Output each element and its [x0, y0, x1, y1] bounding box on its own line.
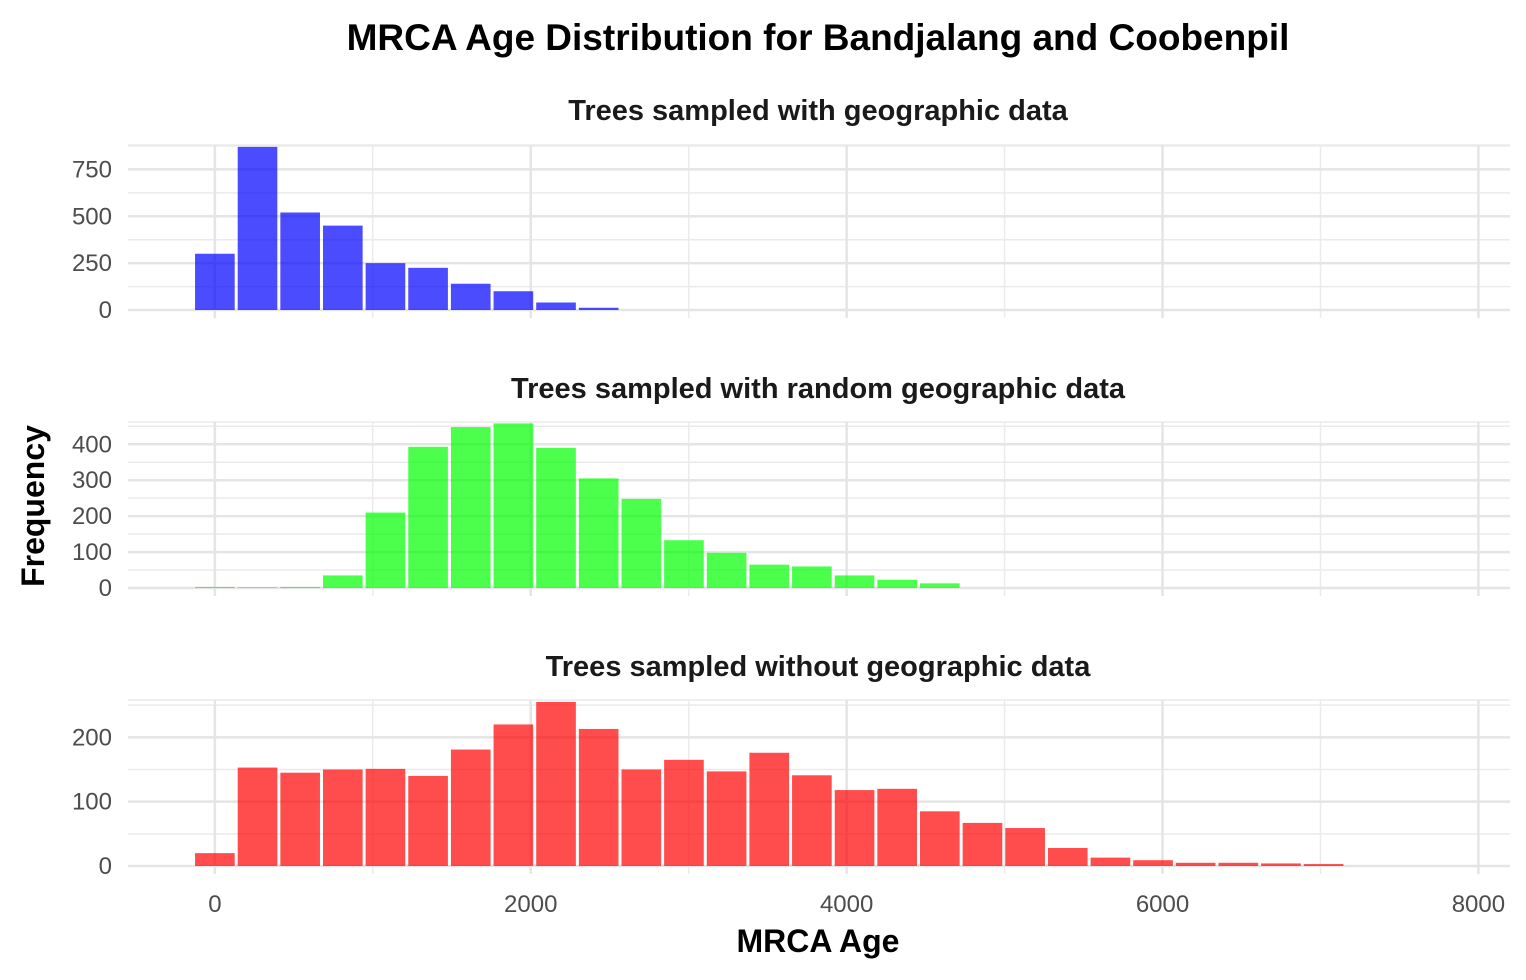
histogram-bar — [664, 540, 704, 588]
histogram-bar — [237, 146, 278, 310]
histogram-bar — [792, 775, 832, 866]
histogram-bar — [237, 767, 278, 866]
panel-3: Trees sampled without geographic data 0 10… — [72, 651, 1510, 880]
histogram-bar — [962, 822, 1003, 866]
histogram-bar — [408, 446, 448, 588]
y-tick-label: 100 — [72, 789, 112, 816]
panel-1: Trees sampled with geographic data 0 250 50… — [72, 95, 1510, 324]
histogram-bar — [578, 728, 619, 866]
histogram-bar — [1090, 857, 1131, 866]
y-axis-label: Frequency — [15, 425, 51, 587]
histogram-bar — [834, 575, 875, 588]
histogram-bar — [920, 583, 960, 588]
y-tick-label: 200 — [72, 503, 112, 530]
histogram-bar — [1133, 860, 1173, 866]
y-tick-label: 100 — [72, 539, 112, 566]
histogram-bar — [322, 225, 363, 310]
histogram-bar — [1047, 847, 1088, 866]
y-tick-label: 250 — [72, 250, 112, 277]
histogram-bar — [237, 587, 278, 588]
histogram-bar — [280, 212, 320, 310]
x-axis-label: MRCA Age — [737, 923, 900, 959]
histogram-bar — [1005, 828, 1045, 866]
histogram-bar — [493, 724, 534, 866]
histogram-bar — [578, 307, 619, 310]
x-axis-ticks: 0 2000 4000 6000 8000 — [208, 891, 1505, 918]
x-tick-label: 2000 — [504, 891, 557, 918]
histogram-bar — [536, 302, 576, 310]
histogram-bar — [749, 752, 790, 866]
histogram-bar — [322, 769, 363, 866]
histogram-bar — [280, 772, 320, 866]
histogram-bar — [408, 775, 448, 866]
histogram-bar — [536, 701, 576, 866]
panel-title: Trees sampled with geographic data — [568, 95, 1068, 127]
panel-2: Trees sampled with random geographic dat… — [72, 373, 1510, 602]
y-tick-label: 0 — [99, 297, 112, 324]
y-tick-label: 0 — [99, 853, 112, 880]
histogram-bar — [792, 566, 832, 588]
histogram-bar — [493, 423, 534, 588]
histogram-bar — [322, 575, 363, 588]
histogram-bar — [408, 267, 448, 310]
chart-title: MRCA Age Distribution for Bandjalang and… — [347, 17, 1290, 58]
x-tick-label: 4000 — [820, 891, 873, 918]
histogram-bar — [195, 853, 235, 866]
y-tick-label: 750 — [72, 156, 112, 183]
histogram-bar — [664, 759, 704, 866]
histogram-bar — [1218, 862, 1259, 866]
histogram-bar — [621, 498, 662, 588]
histogram-bar — [877, 579, 918, 588]
histogram-bar — [536, 447, 576, 588]
histogram-bar — [834, 790, 875, 866]
histogram-bar — [195, 253, 235, 310]
histogram-bar — [1261, 863, 1301, 866]
histogram-bar — [706, 552, 747, 588]
y-tick-label: 500 — [72, 203, 112, 230]
histogram-bar — [749, 564, 790, 588]
y-tick-label: 200 — [72, 724, 112, 751]
histogram-bar — [1303, 864, 1344, 866]
histogram-bar — [365, 768, 406, 866]
histogram-bar — [450, 749, 491, 866]
histogram-bar — [450, 283, 491, 310]
histogram-bar — [920, 811, 960, 866]
histogram-bar — [280, 586, 320, 588]
histogram-bar — [493, 291, 534, 310]
x-tick-label: 8000 — [1452, 891, 1505, 918]
y-tick-label: 400 — [72, 431, 112, 458]
y-tick-label: 300 — [72, 467, 112, 494]
histogram-bar — [1175, 862, 1216, 866]
histogram-bar — [621, 769, 662, 866]
histogram-bar — [365, 512, 406, 588]
histogram-bar — [195, 586, 235, 588]
panel-title: Trees sampled without geographic data — [546, 651, 1092, 683]
histogram-bar — [365, 263, 406, 310]
panel-title: Trees sampled with random geographic dat… — [511, 373, 1126, 405]
histogram-bar — [578, 478, 619, 588]
y-tick-label: 0 — [99, 575, 112, 602]
histogram-bar — [706, 771, 747, 866]
histogram-bar — [877, 788, 918, 866]
x-tick-label: 6000 — [1136, 891, 1189, 918]
x-tick-label: 0 — [208, 891, 221, 918]
histogram-bar — [450, 427, 491, 588]
